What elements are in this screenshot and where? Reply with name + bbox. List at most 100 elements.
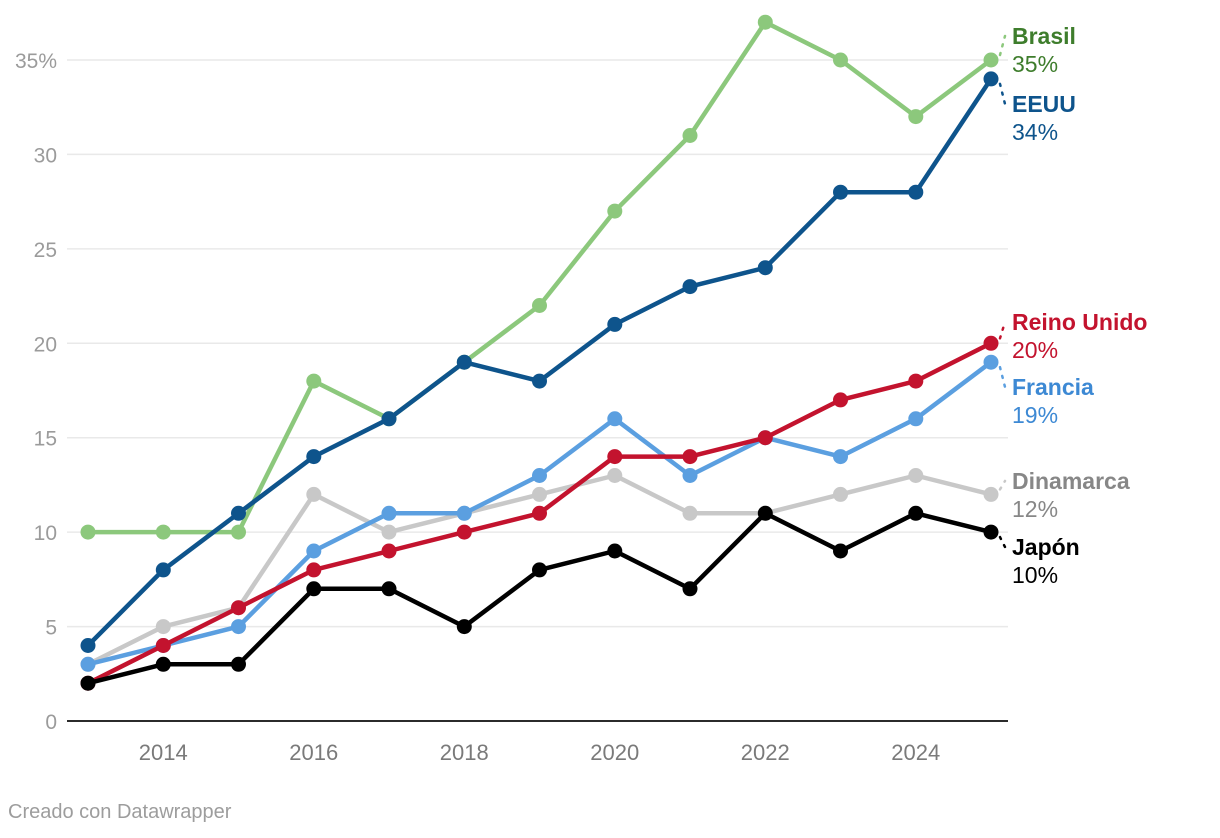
data-point-dinamarca-2019 bbox=[532, 486, 547, 502]
data-point-brasil-2019 bbox=[532, 298, 547, 313]
series-label-francia: Francia 19% bbox=[1012, 373, 1094, 429]
series-name: Reino Unido bbox=[1012, 309, 1148, 335]
data-point-francia-2021 bbox=[682, 468, 698, 483]
data-point-eeuu-2013 bbox=[80, 638, 96, 653]
label-connector-dinamarca bbox=[998, 479, 1007, 491]
y-tick-label: 30 bbox=[34, 144, 57, 167]
data-point-brasil-2025 bbox=[983, 52, 999, 68]
data-point-japon-2022 bbox=[757, 505, 773, 521]
series-name: Japón bbox=[1012, 534, 1080, 560]
label-connector-eeuu bbox=[998, 82, 1007, 106]
series-end-value: 34% bbox=[1012, 119, 1059, 145]
data-point-reino-unido-2019 bbox=[532, 505, 547, 521]
series-label-dinamarca: Dinamarca 12% bbox=[1012, 467, 1130, 523]
data-point-dinamarca-2024 bbox=[908, 468, 924, 483]
data-point-eeuu-2020 bbox=[607, 316, 623, 332]
data-point-dinamarca-2017 bbox=[381, 524, 397, 540]
y-tick-label: 15 bbox=[34, 428, 57, 451]
data-point-eeuu-2017 bbox=[381, 411, 397, 427]
series-name: EEUU bbox=[1012, 91, 1076, 117]
data-point-reino-unido-2024 bbox=[908, 373, 924, 389]
label-connector-francia bbox=[998, 365, 1007, 389]
y-tick-label: 10 bbox=[34, 522, 57, 545]
data-point-dinamarca-2020 bbox=[607, 468, 623, 483]
data-point-eeuu-2018 bbox=[456, 354, 472, 370]
series-name: Francia bbox=[1012, 374, 1094, 400]
data-point-reino-unido-2014 bbox=[155, 638, 171, 653]
series-end-value: 35% bbox=[1012, 51, 1059, 77]
data-point-japon-2021 bbox=[682, 581, 698, 597]
data-point-reino-unido-2021 bbox=[682, 449, 698, 465]
x-tick-label: 2016 bbox=[289, 740, 338, 765]
data-point-eeuu-2022 bbox=[757, 260, 773, 276]
series-label-japon: Japón 10% bbox=[1012, 533, 1080, 589]
data-point-brasil-2021 bbox=[682, 128, 698, 143]
data-point-japon-2013 bbox=[80, 675, 96, 691]
data-point-francia-2024 bbox=[908, 411, 924, 427]
series-end-value: 19% bbox=[1012, 402, 1059, 428]
x-tick-label: 2014 bbox=[139, 740, 188, 765]
datawrapper-credit: Creado con Datawrapper bbox=[8, 801, 232, 823]
data-point-eeuu-2025 bbox=[983, 71, 999, 87]
data-point-eeuu-2019 bbox=[532, 373, 547, 389]
data-point-francia-2023 bbox=[833, 449, 848, 465]
data-point-dinamarca-2016 bbox=[306, 486, 322, 502]
data-point-brasil-2013 bbox=[80, 524, 96, 540]
data-point-japon-2017 bbox=[381, 581, 397, 597]
data-point-japon-2015 bbox=[231, 656, 246, 672]
data-point-japon-2019 bbox=[532, 562, 547, 578]
series-end-value: 12% bbox=[1012, 496, 1059, 522]
data-point-francia-2013 bbox=[80, 656, 96, 672]
series-line-eeuu bbox=[85, 76, 994, 648]
data-point-francia-2017 bbox=[381, 505, 397, 521]
data-point-japon-2014 bbox=[155, 656, 171, 672]
data-point-japon-2020 bbox=[607, 543, 623, 559]
y-tick-label: 0 bbox=[45, 711, 57, 734]
y-tick-label: 25 bbox=[34, 239, 57, 262]
data-point-eeuu-2015 bbox=[231, 505, 246, 521]
data-point-dinamarca-2021 bbox=[682, 505, 698, 521]
series-end-value: 10% bbox=[1012, 562, 1059, 588]
data-point-francia-2018 bbox=[456, 505, 472, 521]
data-point-francia-2015 bbox=[231, 619, 246, 635]
data-point-brasil-2024 bbox=[908, 109, 924, 125]
data-point-japon-2016 bbox=[306, 581, 322, 597]
series-label-eeuu: EEUU 34% bbox=[1012, 90, 1076, 146]
series-label-brasil: Brasil 35% bbox=[1012, 22, 1076, 78]
data-point-brasil-2020 bbox=[607, 203, 623, 219]
data-point-dinamarca-2023 bbox=[833, 486, 848, 502]
data-point-brasil-2015 bbox=[231, 524, 246, 540]
data-point-reino-unido-2017 bbox=[381, 543, 397, 559]
data-point-reino-unido-2025 bbox=[983, 335, 999, 351]
x-tick-label: 2024 bbox=[891, 740, 940, 765]
data-point-japon-2018 bbox=[456, 619, 472, 635]
data-point-reino-unido-2022 bbox=[757, 430, 773, 446]
data-point-brasil-2022 bbox=[757, 14, 773, 30]
series-name: Brasil bbox=[1012, 23, 1076, 49]
data-point-reino-unido-2020 bbox=[607, 449, 623, 465]
data-point-eeuu-2023 bbox=[833, 184, 848, 200]
line-chart: 0 5 10 15 20 25 30 35% 2014 2016 2018 2020 2022 2024 bbox=[15, 14, 1008, 765]
data-point-eeuu-2021 bbox=[682, 279, 698, 295]
data-point-reino-unido-2018 bbox=[456, 524, 472, 540]
data-point-francia-2019 bbox=[532, 468, 547, 483]
label-connector-brasil bbox=[998, 34, 1007, 57]
data-point-japon-2023 bbox=[833, 543, 848, 559]
series-name: Dinamarca bbox=[1012, 468, 1130, 494]
data-point-brasil-2016 bbox=[306, 373, 322, 389]
x-tick-label: 2020 bbox=[590, 740, 639, 765]
label-connector-reino-unido bbox=[998, 320, 1007, 340]
label-connector-japon bbox=[998, 535, 1007, 549]
data-point-reino-unido-2015 bbox=[231, 600, 246, 616]
series-line-japon bbox=[85, 511, 994, 686]
data-point-dinamarca-2014 bbox=[155, 619, 171, 635]
data-point-eeuu-2014 bbox=[155, 562, 171, 578]
data-point-brasil-2014 bbox=[155, 524, 171, 540]
data-point-japon-2025 bbox=[983, 524, 999, 540]
data-point-dinamarca-2025 bbox=[983, 486, 999, 502]
data-point-eeuu-2024 bbox=[908, 184, 924, 200]
y-tick-label: 35% bbox=[15, 50, 57, 73]
data-point-eeuu-2016 bbox=[306, 449, 322, 465]
x-tick-label: 2022 bbox=[741, 740, 790, 765]
